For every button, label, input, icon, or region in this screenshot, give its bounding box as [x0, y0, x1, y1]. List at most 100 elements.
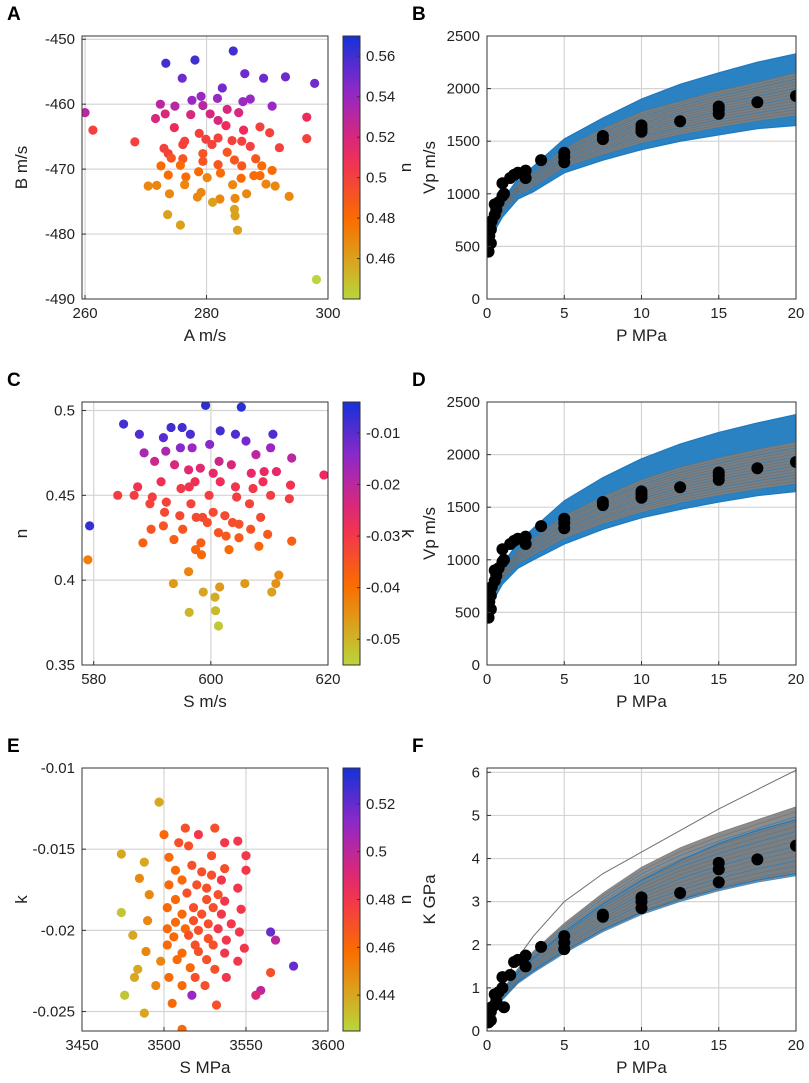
data-point — [256, 512, 266, 522]
x-tick-label: 5 — [560, 305, 568, 322]
data-point — [267, 587, 277, 597]
data-point — [251, 154, 261, 164]
colorbar-tick-label: 0.54 — [366, 89, 395, 106]
data-point — [184, 567, 194, 577]
data-point — [169, 122, 179, 133]
panel-f: F 0 5 10 15 20 0 1 2 3 4 5 6 P MPa K GPa — [412, 736, 804, 1077]
measured-point — [519, 172, 532, 185]
colorbar-tick-label: 0.52 — [366, 129, 395, 146]
data-point — [163, 209, 173, 220]
colorbar-tick-label: 0.52 — [366, 796, 395, 813]
data-point — [164, 880, 174, 890]
data-point — [213, 528, 224, 538]
data-point — [177, 948, 187, 958]
data-point — [254, 541, 264, 551]
data-point — [143, 916, 153, 926]
measured-point — [535, 520, 548, 533]
data-point — [203, 919, 213, 929]
data-point — [164, 972, 174, 983]
y-axis-label: K GPa — [420, 874, 439, 925]
x-tick-label: 280 — [194, 305, 219, 322]
data-point — [187, 990, 197, 1000]
y-axis-label: Vp m/s — [420, 141, 439, 194]
data-point — [221, 972, 231, 983]
colorbar-tick-label: 0.44 — [366, 987, 395, 1004]
data-point — [310, 78, 320, 89]
data-point — [232, 492, 242, 502]
x-tick-label: 3450 — [65, 1037, 98, 1054]
data-point — [288, 961, 299, 971]
data-point — [226, 919, 236, 929]
data-point — [245, 94, 255, 104]
tick-labels: 0 5 10 15 20 0 500 1000 1500 2000 2500 — [447, 28, 805, 322]
axes-frame — [81, 767, 329, 1032]
y-tick-label: 1500 — [447, 499, 480, 516]
data-point — [263, 529, 273, 539]
measured-point — [751, 462, 764, 475]
y-tick-label: 0.5 — [54, 402, 75, 419]
measured-point — [674, 481, 687, 494]
data-point — [246, 524, 256, 534]
data-point — [151, 980, 161, 991]
data-point — [233, 883, 243, 893]
y-tick-label: 1 — [472, 980, 480, 997]
x-tick-label: 20 — [788, 305, 805, 322]
data-point — [213, 621, 224, 631]
data-point — [134, 873, 144, 883]
x-tick-label: 10 — [633, 1037, 650, 1054]
data-point — [210, 606, 221, 616]
data-point — [266, 967, 276, 978]
data-point — [270, 181, 280, 191]
data-point — [229, 204, 240, 214]
data-point — [145, 499, 155, 509]
data-point — [116, 907, 126, 918]
x-tick-label: 3500 — [147, 1037, 180, 1054]
data-point — [203, 933, 213, 944]
data-point — [270, 935, 281, 945]
data-point — [170, 917, 181, 927]
data-point — [190, 55, 200, 65]
data-point — [258, 477, 268, 487]
data-point — [159, 507, 170, 517]
panel-e: E 3450 3500 3550 3600 -0.01 -0.015 -0.02 -0.025 S… — [7, 736, 417, 1077]
y-tick-label: -450 — [45, 31, 75, 48]
colorbar-tick-label: 0.46 — [366, 251, 395, 268]
plot-content — [116, 797, 299, 1031]
x-axis-label: S m/s — [183, 692, 226, 711]
x-tick-label: 10 — [633, 671, 650, 688]
data-point — [202, 517, 212, 528]
y-tick-label: -490 — [45, 291, 75, 308]
data-point — [217, 83, 227, 93]
y-tick-label: -0.015 — [32, 841, 75, 858]
colorbar-tick-label: 0.5 — [366, 170, 387, 187]
data-point — [161, 58, 171, 68]
y-axis-label: n — [12, 529, 31, 538]
colorbar: 0.46 0.48 0.5 0.52 0.54 0.56 u — [342, 35, 417, 300]
colorbar: -0.01 -0.02 -0.03 -0.04 -0.05 k — [342, 401, 417, 666]
measured-point — [497, 1001, 510, 1014]
data-point — [197, 867, 207, 877]
data-point — [230, 193, 240, 203]
data-point — [214, 456, 224, 466]
data-point — [150, 113, 161, 124]
data-point — [213, 133, 223, 143]
data-point — [311, 274, 322, 285]
data-point — [215, 582, 225, 592]
data-point — [166, 422, 176, 433]
data-point — [163, 170, 173, 180]
data-point — [212, 93, 223, 103]
measured-point — [487, 1014, 497, 1027]
data-point — [207, 139, 217, 150]
x-axis-label: P MPa — [616, 1058, 667, 1077]
data-point — [210, 964, 220, 974]
data-point — [182, 888, 192, 898]
data-point — [158, 521, 169, 531]
gridlines — [82, 768, 328, 1031]
measured-point — [496, 981, 509, 994]
y-tick-label: 0.4 — [54, 572, 75, 589]
measured-point — [751, 96, 764, 109]
y-tick-label: 5 — [472, 807, 480, 824]
data-point — [139, 1008, 149, 1018]
colorbar-tick-label: -0.02 — [366, 477, 400, 494]
x-axis-label: S MPa — [179, 1058, 231, 1077]
